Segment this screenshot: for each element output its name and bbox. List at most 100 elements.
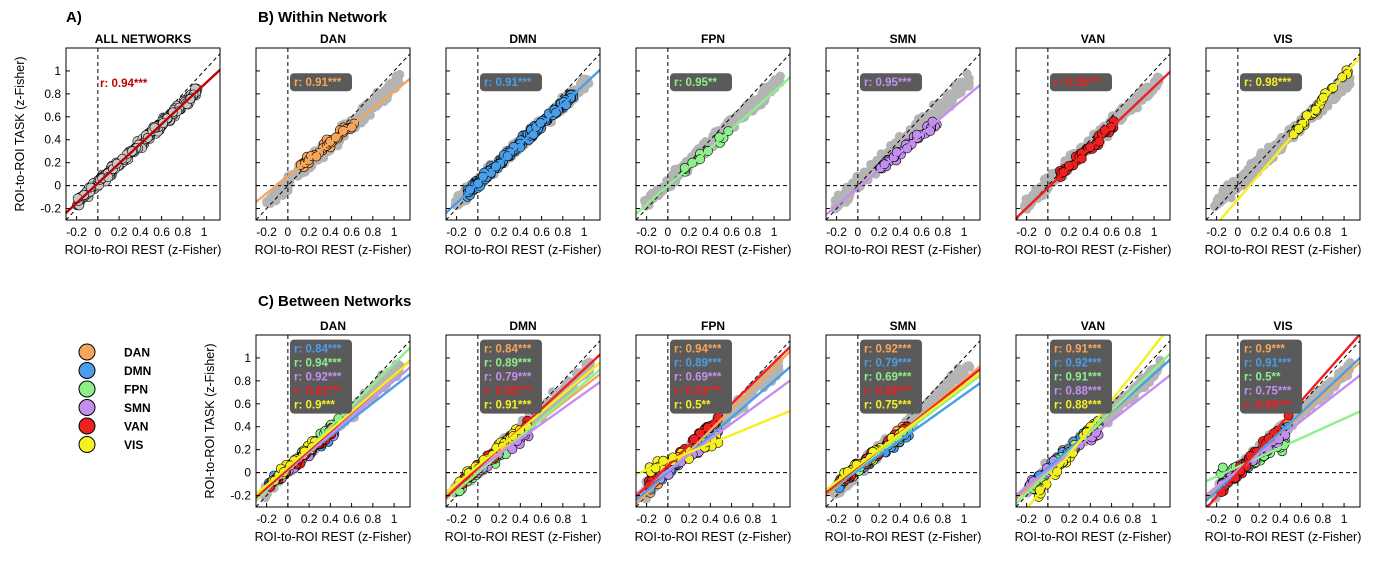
x-tick-label: -0.2 <box>1206 512 1227 526</box>
r-value-vis: r: 0.5** <box>674 400 711 412</box>
background-point <box>770 75 780 85</box>
x-tick-label: 0.8 <box>1314 512 1331 526</box>
x-tick-label: -0.2 <box>256 225 277 239</box>
x-tick-label: 0 <box>1045 225 1052 239</box>
x-tick-label: 1 <box>391 512 398 526</box>
y-tick-label: 0 <box>244 466 251 480</box>
point-dmn <box>535 117 546 128</box>
axes-frame <box>1015 334 1171 508</box>
r-box <box>289 339 352 414</box>
r-value-dan: r: 0.94*** <box>674 344 722 356</box>
panel-title: SMN <box>890 32 917 46</box>
x-tick-label: 0.8 <box>1124 512 1141 526</box>
r-box <box>669 73 732 92</box>
fit-line-vis <box>1218 55 1360 220</box>
x-tick-label: 0.2 <box>301 512 318 526</box>
r-value-dan: r: 0.92*** <box>864 344 912 356</box>
y-axis-label: ROI-to-ROI TASK (z-Fisher) <box>13 56 27 211</box>
axes-frame <box>445 334 601 508</box>
fit-line-fpn <box>636 75 790 216</box>
x-axis-label: ROI-to-ROI REST (z-Fisher) <box>255 243 412 257</box>
r-box <box>1049 339 1112 414</box>
panel-title: VAN <box>1081 319 1105 333</box>
fit-line-vis <box>446 361 600 495</box>
panel-title: DMN <box>509 319 536 333</box>
x-axis-label: ROI-to-ROI REST (z-Fisher) <box>825 243 982 257</box>
y-tick-label: -0.2 <box>40 202 61 216</box>
x-tick-label: 0.6 <box>153 225 170 239</box>
r-value-van: r: 0.88*** <box>1244 400 1292 412</box>
r-value: r: 0.94*** <box>100 78 148 90</box>
axes-frame <box>635 334 791 508</box>
x-tick-label: 0 <box>1045 512 1052 526</box>
x-tick-label: 0.4 <box>1272 512 1289 526</box>
background-point <box>1239 171 1250 181</box>
y-tick-label: 1 <box>244 351 251 365</box>
fit-line-dmn <box>636 365 790 502</box>
background-point <box>1210 201 1220 211</box>
legend-label-fpn: FPN <box>124 383 148 397</box>
x-axis-label: ROI-to-ROI REST (z-Fisher) <box>1205 243 1362 257</box>
x-tick-label: -0.2 <box>1206 225 1227 239</box>
r-value-vis: r: 0.98*** <box>1244 77 1292 89</box>
point-fpn <box>1217 462 1228 473</box>
fit-line-fpn <box>446 368 600 502</box>
x-tick-label: -0.2 <box>826 512 847 526</box>
axes-frame <box>1205 47 1361 221</box>
x-tick-label: 0.2 <box>111 225 128 239</box>
background-point <box>1323 101 1333 111</box>
x-tick-label: 0.4 <box>1082 512 1099 526</box>
background-point <box>939 100 949 110</box>
fit-line-van <box>1016 70 1170 220</box>
x-tick-label: 0 <box>855 512 862 526</box>
x-tick-label: 0.2 <box>301 225 318 239</box>
axes-frame <box>255 334 411 508</box>
x-tick-label: 0.4 <box>702 512 719 526</box>
x-tick-label: 1 <box>201 225 208 239</box>
fit-line-vis <box>256 359 410 496</box>
plot-area <box>256 335 410 507</box>
plot-area <box>446 335 600 507</box>
legend-label-smn: SMN <box>124 401 151 415</box>
panel-title: DAN <box>320 319 346 333</box>
fit-line-dan <box>256 77 410 204</box>
x-axis-label: ROI-to-ROI REST (z-Fisher) <box>65 243 222 257</box>
x-tick-label: -0.2 <box>446 512 467 526</box>
x-tick-label: -0.2 <box>636 225 657 239</box>
x-tick-label: 0.2 <box>1061 512 1078 526</box>
axes-frame <box>635 47 791 221</box>
background-point <box>757 90 767 100</box>
x-tick-label: 1 <box>581 225 588 239</box>
x-tick-label: 1 <box>581 512 588 526</box>
background-point <box>1230 185 1240 195</box>
plot-area <box>1016 48 1170 220</box>
point-van <box>1064 160 1075 171</box>
x-tick-label: 1 <box>1341 225 1348 239</box>
y-tick-label: 0.2 <box>44 156 61 170</box>
r-value-dan: r: 0.84*** <box>484 344 532 356</box>
x-tick-label: 0.6 <box>913 225 930 239</box>
x-tick-label: 0.2 <box>871 225 888 239</box>
background-point <box>943 380 954 390</box>
plot-area <box>636 335 790 507</box>
x-tick-label: 0.6 <box>723 512 740 526</box>
fit-line-dmn <box>826 381 980 495</box>
x-tick-label: 0 <box>855 225 862 239</box>
x-tick-label: 0 <box>665 225 672 239</box>
y-tick-label: -0.2 <box>230 489 251 503</box>
x-tick-label: 0.2 <box>491 512 508 526</box>
background-point <box>380 86 390 96</box>
x-axis-label: ROI-to-ROI REST (z-Fisher) <box>1205 530 1362 544</box>
x-tick-label: 1 <box>391 225 398 239</box>
background-point <box>577 79 587 90</box>
r-value-vis: r: 0.91*** <box>484 400 532 412</box>
x-tick-label: 0.4 <box>1082 225 1099 239</box>
r-value-dmn: r: 0.79*** <box>864 358 912 370</box>
x-axis-label: ROI-to-ROI REST (z-Fisher) <box>635 530 792 544</box>
x-tick-label: 0 <box>95 225 102 239</box>
x-tick-label: 0.2 <box>681 225 698 239</box>
r-value-fpn: r: 0.94*** <box>294 358 342 370</box>
x-tick-label: 0 <box>1235 225 1242 239</box>
